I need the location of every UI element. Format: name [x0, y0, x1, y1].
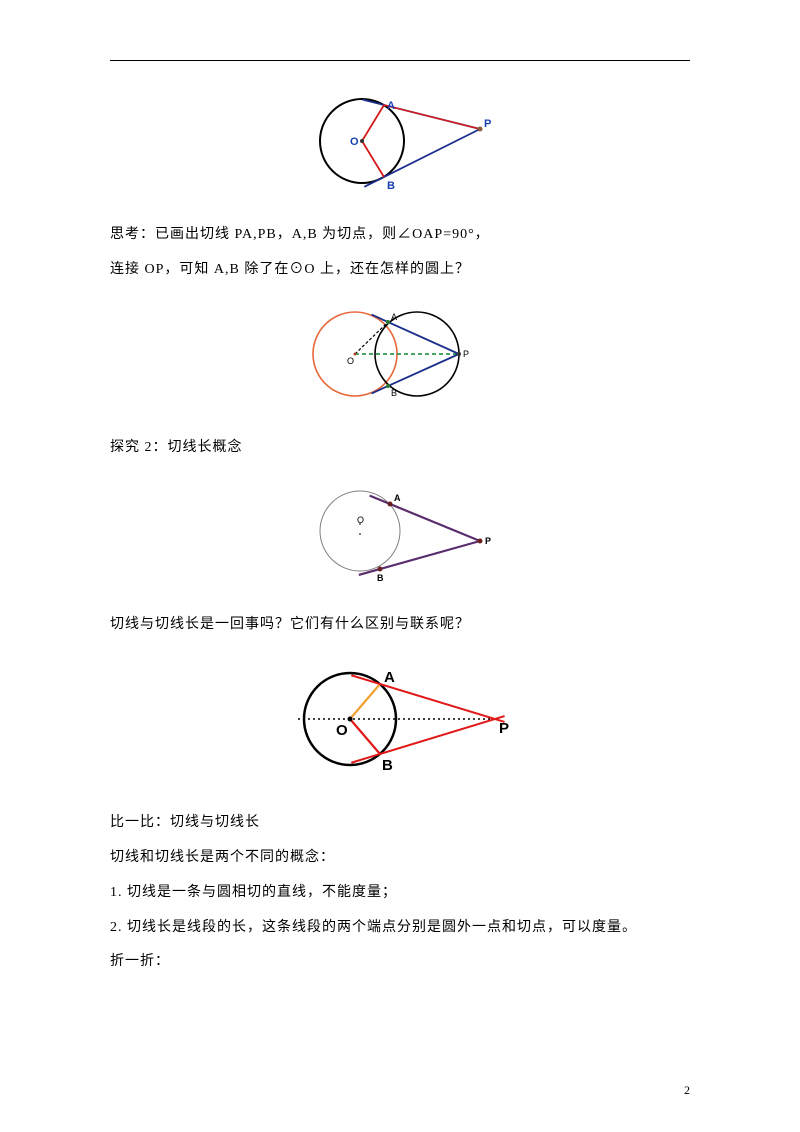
svg-text:O: O: [336, 722, 348, 739]
svg-text:P: P: [499, 720, 509, 737]
svg-text:B: B: [391, 388, 397, 398]
figure-4-svg: O A B P: [280, 649, 520, 789]
svg-text:P: P: [485, 536, 491, 546]
para-4: 切线与切线长是一回事吗？它们有什么区别与联系呢？: [110, 610, 690, 641]
para-6: 切线和切线长是两个不同的概念：: [110, 843, 690, 874]
para-1: 思考：已画出切线 PA,PB，A,B 为切点，则∠OAP=90°，: [110, 220, 690, 251]
svg-text:O: O: [347, 356, 354, 366]
figure-2-svg: O A B P: [295, 294, 505, 414]
svg-text:B: B: [382, 757, 393, 774]
figure-3-svg: O A B P: [300, 471, 500, 591]
svg-text:P: P: [463, 349, 469, 359]
svg-text:O: O: [357, 515, 364, 525]
figure-3: O A B P: [110, 471, 690, 596]
svg-text:P: P: [484, 118, 491, 130]
svg-text:A: A: [394, 493, 401, 503]
figure-2: O A B P: [110, 294, 690, 419]
svg-text:A: A: [387, 100, 395, 112]
page-content: A B O P 思考：已画出切线 PA,PB，A,B 为切点，则∠OAP=90°， 连…: [0, 0, 800, 1022]
para-3: 探究 2：切线长概念: [110, 433, 690, 464]
para-7: 1. 切线是一条与圆相切的直线，不能度量；: [110, 878, 690, 909]
svg-text:B: B: [387, 180, 395, 192]
svg-text:A: A: [391, 312, 397, 322]
svg-text:B: B: [377, 573, 384, 583]
para-8: 2. 切线长是线段的长，这条线段的两个端点分别是圆外一点和切点，可以度量。: [110, 913, 690, 944]
figure-4: O A B P: [110, 649, 690, 794]
figure-1: A B O P: [110, 81, 690, 206]
para-2: 连接 OP，可知 A,B 除了在⊙O 上，还在怎样的圆上？: [110, 255, 690, 286]
page-number: 2: [684, 1083, 690, 1098]
figure-1-svg: A B O P: [300, 81, 500, 201]
top-rule: [110, 60, 690, 61]
para-9: 折一折：: [110, 947, 690, 978]
svg-text:O: O: [350, 136, 359, 148]
para-5: 比一比：切线与切线长: [110, 808, 690, 839]
svg-text:A: A: [384, 669, 395, 686]
